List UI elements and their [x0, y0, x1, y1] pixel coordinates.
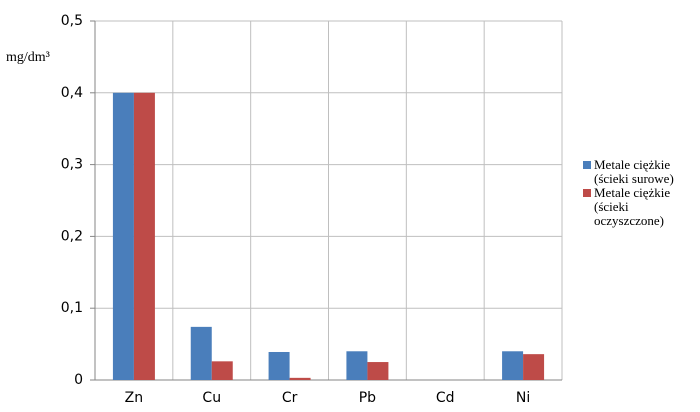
x-tick-label: Cd [436, 390, 455, 406]
x-tick-label: Cu [202, 390, 221, 406]
x-tick-label: Ni [516, 390, 530, 406]
legend-item: Metale ciężkie (ścieki oczyszczone) [583, 186, 698, 228]
legend-swatch [583, 161, 591, 169]
y-tick-label: 0,5 [61, 13, 83, 29]
bar [112, 92, 134, 381]
legend: Metale ciężkie (ścieki surowe) Metale cię… [583, 158, 698, 228]
bar [211, 361, 233, 380]
y-tick-label: 0,4 [61, 85, 83, 101]
y-tick-label: 0 [74, 372, 83, 388]
y-tick-label: 0,2 [61, 228, 83, 244]
bar [190, 326, 212, 380]
legend-label: Metale ciężkie (ścieki surowe) [594, 157, 674, 186]
legend-label: Metale ciężkie (ścieki oczyszczone) [594, 185, 671, 228]
y-axis-label: mg/dm³ [6, 50, 50, 65]
bar [289, 377, 311, 380]
x-tick-label: Cr [282, 390, 298, 406]
bar [268, 351, 290, 380]
bar [502, 351, 524, 380]
legend-item: Metale ciężkie (ścieki surowe) [583, 158, 698, 186]
bar [367, 362, 389, 380]
bar [346, 351, 368, 380]
legend-swatch [583, 189, 591, 197]
x-tick-label: Pb [359, 390, 376, 406]
y-tick-label: 0,1 [61, 300, 83, 316]
bar [523, 354, 545, 380]
bar [133, 92, 155, 381]
x-tick-label: Zn [125, 390, 143, 406]
y-tick-label: 0,3 [61, 157, 83, 173]
